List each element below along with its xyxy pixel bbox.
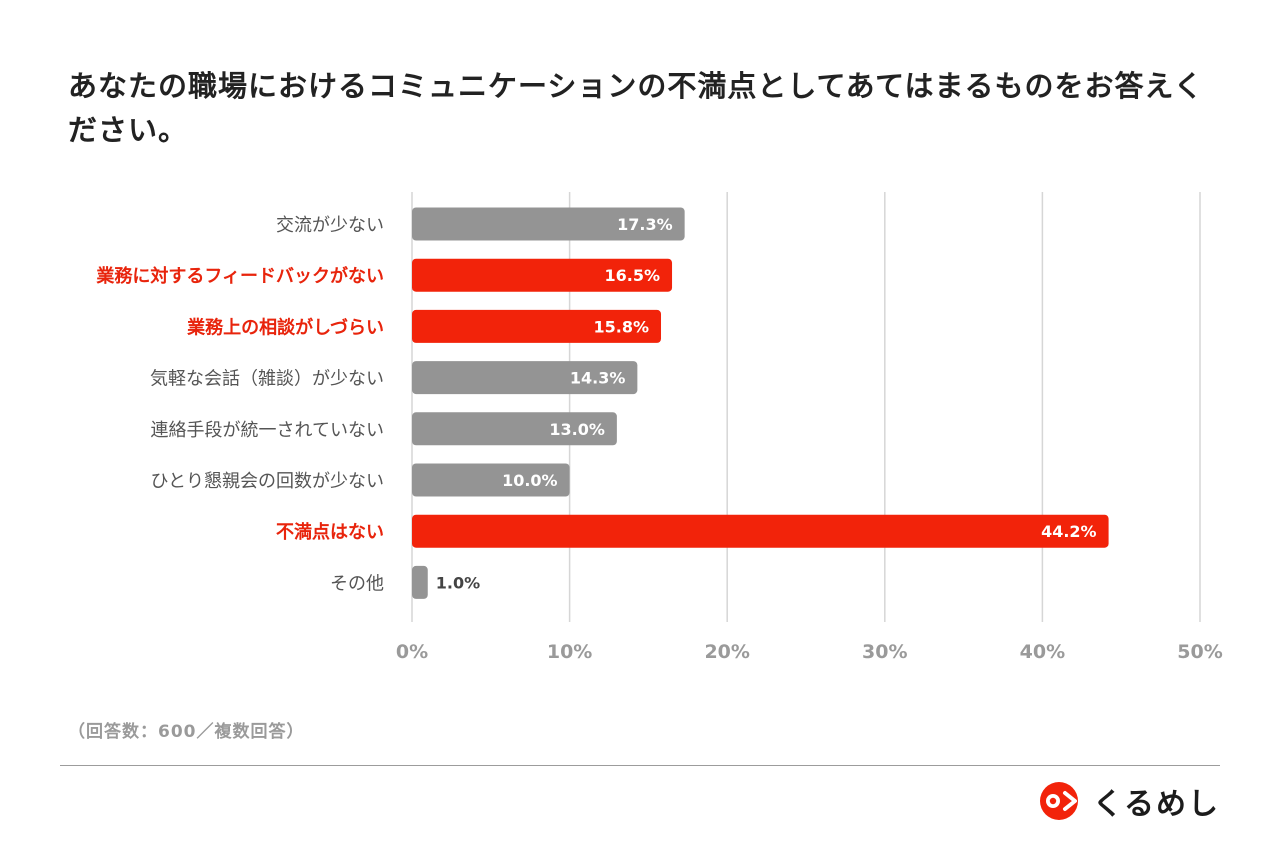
value-label: 1.0% [436, 573, 480, 592]
value-label: 17.3% [617, 215, 673, 234]
value-label: 16.5% [605, 266, 661, 285]
bars [412, 207, 1109, 599]
x-tick-label: 0% [396, 641, 428, 663]
category-label: 不満点はない [276, 521, 384, 543]
footer-divider [60, 765, 1220, 766]
bar [412, 463, 570, 497]
x-tick-label: 50% [1177, 641, 1222, 663]
x-tick-label: 40% [1020, 641, 1065, 663]
category-label: 気軽な会話（雑談）が少ない [150, 369, 384, 390]
category-label: ひとり懇親会の回数が少ない [151, 471, 384, 492]
x-tick-label: 30% [862, 641, 907, 663]
category-labels: 交流が少ない業務に対するフィードバックがない業務上の相談がしづらい気軽な会話（雑… [95, 215, 384, 594]
category-label: 業務に対するフィードバックがない [95, 265, 384, 287]
x-tick-label: 20% [704, 641, 749, 663]
bar [412, 361, 638, 395]
value-label: 10.0% [502, 471, 558, 490]
brand-logo: くるめし [1039, 779, 1220, 823]
bar [412, 309, 662, 343]
brand-name: くるめし [1092, 787, 1220, 822]
x-tick-label: 10% [547, 641, 592, 663]
value-labels: 17.3% 16.5% 15.8% 14.3% 13.0% 10.0% 44.2% 1.0% [436, 215, 1097, 592]
value-label: 13.0% [549, 420, 605, 439]
bar [412, 207, 685, 241]
category-label: 交流が少ない [276, 215, 384, 236]
chart-title: あなたの職場におけるコミュニケーションの不満点としてあてはまるものをお答えくださ… [68, 69, 1204, 147]
sample-note: （回答数：600／複数回答） [68, 722, 305, 742]
value-label: 44.2% [1041, 522, 1097, 541]
category-label: その他 [330, 573, 384, 594]
x-axis-tick-labels: 0% 10% 20% 30% 40% 50% [396, 641, 1223, 663]
category-label: 業務上の相談がしづらい [186, 316, 384, 338]
grid-lines [411, 192, 1201, 622]
category-label: 連絡手段が統一されていない [151, 420, 384, 441]
bar-chart: 交流が少ない業務に対するフィードバックがない業務上の相談がしづらい気軽な会話（雑… [95, 192, 1223, 663]
bar [412, 412, 617, 446]
bar [412, 514, 1109, 548]
bar [412, 258, 673, 292]
kurumeshi-logo-icon [1039, 782, 1078, 820]
value-label: 14.3% [570, 369, 626, 388]
bar [412, 565, 428, 599]
value-label: 15.8% [593, 317, 649, 336]
